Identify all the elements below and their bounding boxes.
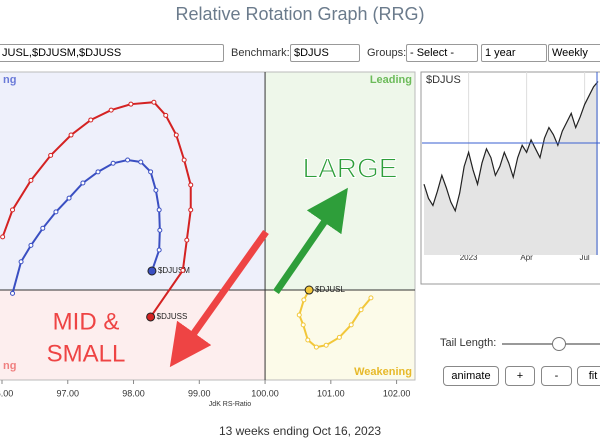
x-tick-label: 100.00 bbox=[251, 388, 279, 398]
series-label: $DJUSM bbox=[158, 266, 190, 275]
tail-point bbox=[173, 132, 179, 138]
arrow-small bbox=[169, 229, 269, 368]
x-tick-label: 102.00 bbox=[383, 388, 411, 398]
fit-button[interactable]: fit bbox=[577, 366, 600, 386]
tail-point bbox=[336, 334, 342, 340]
tail-point bbox=[163, 112, 169, 118]
tail-point bbox=[151, 99, 157, 105]
page-title: Relative Rotation Graph (RRG) bbox=[175, 4, 425, 24]
benchmark-input[interactable]: $DJUS bbox=[290, 44, 360, 62]
annotation: LARGE bbox=[303, 152, 398, 183]
tail-point bbox=[138, 159, 144, 165]
head-point bbox=[146, 312, 156, 322]
tail-point bbox=[156, 207, 162, 213]
quadrant-label: ng bbox=[3, 74, 16, 86]
tail-point bbox=[48, 152, 54, 158]
x-tick-label: 98.00 bbox=[122, 388, 145, 398]
series-label: $DJUSL bbox=[315, 285, 345, 294]
tail-point bbox=[18, 259, 24, 265]
tail-point bbox=[28, 242, 34, 248]
rrg-chart: 96.00 97.00 98.00 99.00 100.00 101.00 102.00 Jd… bbox=[0, 71, 416, 408]
tail-point bbox=[66, 195, 72, 201]
x-tick-label: 101.00 bbox=[317, 388, 345, 398]
tail-point bbox=[80, 180, 86, 186]
annotation: MID & bbox=[53, 308, 120, 335]
tail-point bbox=[368, 295, 374, 301]
groups-label: Groups: bbox=[367, 47, 407, 59]
animate-button[interactable]: animate bbox=[443, 366, 499, 386]
quadrant-label: Weakening bbox=[354, 366, 412, 378]
benchmark-label: Benchmark: bbox=[231, 47, 290, 59]
mini-x-label: 2023 bbox=[460, 253, 478, 262]
tail-point bbox=[300, 322, 306, 328]
frequency-select[interactable]: Weekly bbox=[548, 44, 600, 62]
tail-point bbox=[180, 267, 186, 273]
mini-x-label: Apr bbox=[520, 253, 533, 262]
annotation: SMALL bbox=[47, 340, 126, 367]
tail-point bbox=[10, 207, 16, 213]
slider-track[interactable] bbox=[502, 343, 600, 345]
tail-point bbox=[313, 344, 319, 350]
tail-point bbox=[188, 207, 194, 213]
tail-point bbox=[296, 312, 302, 318]
plus-button[interactable]: + bbox=[505, 366, 535, 386]
tail-point bbox=[148, 169, 154, 175]
quadrant-lagging bbox=[0, 290, 266, 380]
quadrant-leading bbox=[265, 72, 415, 291]
x-tick-label: 96.00 bbox=[0, 388, 13, 398]
tail-point bbox=[40, 225, 46, 231]
tail-point bbox=[358, 307, 364, 313]
tail-point bbox=[157, 227, 163, 233]
quadrant-improving bbox=[0, 72, 266, 291]
x-tick-label: 99.00 bbox=[188, 388, 211, 398]
quadrant-label: ng bbox=[3, 360, 16, 372]
tail-point bbox=[110, 160, 116, 166]
tail-point bbox=[125, 157, 131, 163]
groups-select[interactable]: - Select - bbox=[406, 44, 478, 62]
tail-point bbox=[53, 209, 59, 215]
head-point bbox=[147, 266, 157, 276]
tail-point bbox=[153, 187, 159, 193]
series-label: $DJUSS bbox=[157, 312, 188, 321]
tail-point bbox=[28, 177, 34, 183]
arrow-large bbox=[273, 187, 348, 294]
mini-title: $DJUS bbox=[426, 74, 461, 86]
tail-point bbox=[88, 117, 94, 123]
tail-point bbox=[323, 342, 329, 348]
tail-point bbox=[156, 247, 162, 253]
tail-point bbox=[181, 157, 187, 163]
tail-point bbox=[305, 337, 311, 343]
period-select[interactable]: 1 year bbox=[481, 44, 547, 62]
x-axis-label: JdK RS-Ratio bbox=[209, 401, 252, 408]
mini-line bbox=[423, 81, 599, 213]
symbols-input[interactable]: JUSL,$DJUSM,$DJUSS bbox=[0, 44, 224, 62]
footer: 13 weeks ending Oct 16, 2023 bbox=[218, 424, 382, 438]
tail-point bbox=[184, 237, 190, 243]
minus-button[interactable]: - bbox=[541, 366, 572, 386]
mini-area bbox=[424, 81, 598, 255]
tail-point bbox=[301, 297, 307, 303]
slider-knob[interactable] bbox=[552, 337, 566, 351]
mini-x-label: Jul bbox=[579, 253, 589, 262]
tail-point bbox=[95, 169, 101, 175]
x-tick-label: 97.00 bbox=[56, 388, 79, 398]
tail-point bbox=[128, 101, 134, 107]
tail-point bbox=[188, 182, 194, 188]
tail-point bbox=[348, 322, 354, 328]
tail-point bbox=[10, 290, 16, 296]
tail-point bbox=[108, 107, 114, 113]
head-point bbox=[304, 285, 314, 295]
tail-point bbox=[68, 132, 74, 138]
plot-border bbox=[0, 71, 416, 381]
tail-length-label: Tail Length: bbox=[440, 337, 497, 349]
benchmark-chart: $DJUS 2023 Apr Jul bbox=[420, 71, 600, 285]
tail-point bbox=[0, 234, 6, 240]
quadrant-label: Leading bbox=[370, 74, 412, 86]
